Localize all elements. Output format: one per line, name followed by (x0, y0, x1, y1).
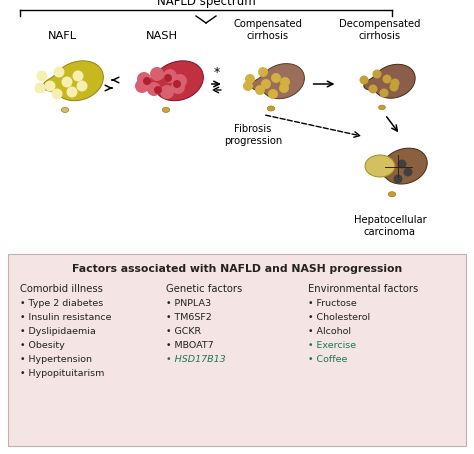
Polygon shape (373, 148, 427, 184)
Ellipse shape (379, 105, 385, 110)
Polygon shape (43, 61, 103, 101)
Circle shape (135, 79, 149, 93)
Text: • Coffee: • Coffee (308, 355, 347, 364)
Circle shape (391, 79, 400, 88)
Text: NASH: NASH (146, 31, 178, 41)
Circle shape (35, 83, 46, 94)
Ellipse shape (61, 108, 69, 113)
Ellipse shape (365, 155, 395, 177)
Circle shape (143, 77, 151, 85)
Circle shape (280, 77, 290, 87)
Circle shape (398, 159, 407, 168)
Text: • Obesity: • Obesity (20, 341, 65, 350)
Text: Hepatocellular
carcinoma: Hepatocellular carcinoma (354, 215, 427, 237)
Ellipse shape (388, 192, 396, 197)
FancyBboxPatch shape (8, 254, 466, 446)
Circle shape (359, 75, 368, 84)
Circle shape (150, 67, 164, 81)
Text: • Dyslipidaemia: • Dyslipidaemia (20, 327, 96, 336)
Text: Compensated
cirrhosis: Compensated cirrhosis (234, 19, 302, 41)
Circle shape (73, 70, 83, 82)
Text: Factors associated with NAFLD and NASH progression: Factors associated with NAFLD and NASH p… (72, 264, 402, 274)
Text: • HSD17B13: • HSD17B13 (166, 355, 226, 364)
Circle shape (373, 69, 382, 79)
Circle shape (76, 80, 88, 92)
Circle shape (54, 66, 64, 78)
Text: Comorbid illness: Comorbid illness (20, 284, 103, 294)
Ellipse shape (162, 108, 170, 113)
Text: • Fructose: • Fructose (308, 299, 357, 308)
Text: NAFL: NAFL (47, 31, 76, 41)
Circle shape (171, 80, 185, 94)
Text: • Alcohol: • Alcohol (308, 327, 351, 336)
Circle shape (245, 74, 255, 84)
Circle shape (271, 73, 281, 83)
Text: • Exercise: • Exercise (308, 341, 356, 350)
Text: • Type 2 diabetes: • Type 2 diabetes (20, 299, 103, 308)
Text: • TM6SF2: • TM6SF2 (166, 313, 212, 322)
Text: • Cholesterol: • Cholesterol (308, 313, 370, 322)
Text: • Hypopituitarism: • Hypopituitarism (20, 369, 104, 378)
Polygon shape (364, 64, 415, 98)
Text: • GCKR: • GCKR (166, 327, 201, 336)
Circle shape (383, 74, 392, 84)
Circle shape (62, 77, 73, 88)
Circle shape (258, 67, 268, 77)
Circle shape (261, 79, 271, 89)
Circle shape (390, 83, 399, 92)
Circle shape (45, 80, 55, 92)
Circle shape (368, 84, 377, 94)
Text: Decompensated
cirrhosis: Decompensated cirrhosis (339, 19, 421, 41)
Polygon shape (251, 64, 304, 99)
Circle shape (403, 168, 412, 177)
Circle shape (137, 72, 151, 86)
Circle shape (36, 70, 47, 82)
Ellipse shape (267, 106, 275, 111)
Circle shape (393, 174, 402, 183)
Text: • Insulin resistance: • Insulin resistance (20, 313, 111, 322)
Circle shape (173, 74, 187, 88)
Text: • MBOAT7: • MBOAT7 (166, 341, 214, 350)
Circle shape (52, 89, 63, 99)
Circle shape (279, 83, 289, 93)
Text: • PNPLA3: • PNPLA3 (166, 299, 211, 308)
Circle shape (154, 86, 162, 94)
Text: Fibrosis
progression: Fibrosis progression (224, 124, 282, 146)
Text: *: * (214, 66, 220, 79)
Text: NAFLD spectrum: NAFLD spectrum (156, 0, 255, 8)
Circle shape (173, 80, 181, 88)
Circle shape (255, 85, 265, 95)
Circle shape (243, 81, 253, 91)
Circle shape (160, 85, 174, 99)
Circle shape (268, 89, 278, 99)
Polygon shape (143, 61, 203, 101)
Text: • Hypertension: • Hypertension (20, 355, 92, 364)
Text: Genetic factors: Genetic factors (166, 284, 242, 294)
Circle shape (66, 87, 78, 98)
Circle shape (164, 74, 172, 82)
Circle shape (163, 69, 177, 83)
Text: Environmental factors: Environmental factors (308, 284, 418, 294)
Circle shape (147, 82, 161, 96)
Circle shape (380, 89, 389, 98)
